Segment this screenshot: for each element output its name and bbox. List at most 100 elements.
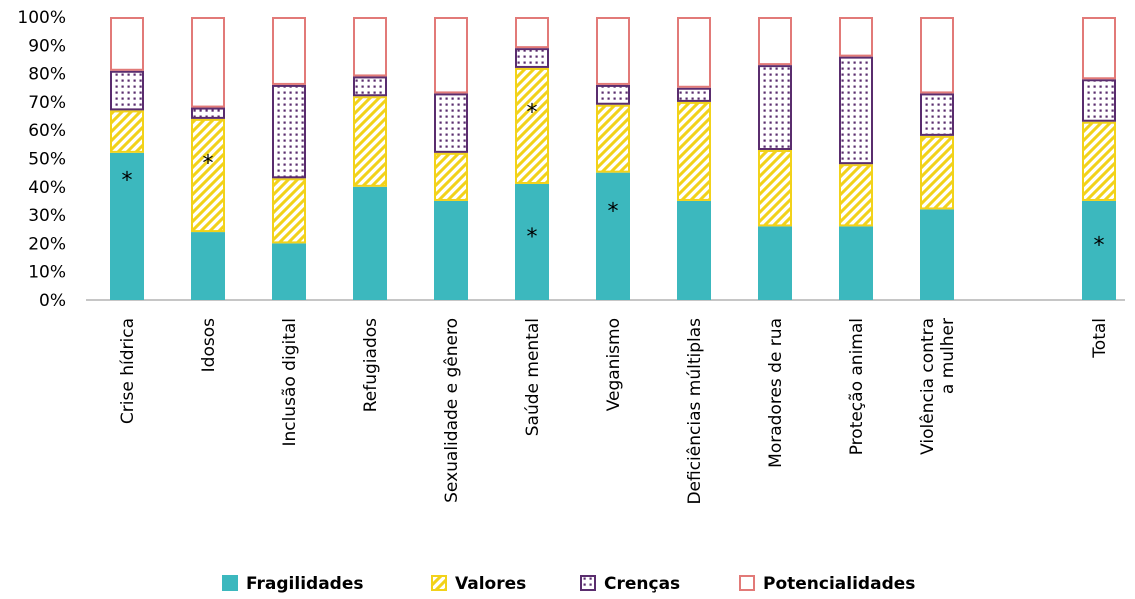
y-tick-label: 60%	[28, 121, 66, 141]
bar-segment-potencialidades	[434, 17, 468, 94]
y-axis: 0% 10% 20% 30% 40% 50% 60% 70% 80% 90% 100%	[17, 8, 1125, 311]
x-category-label: Veganismo	[604, 318, 624, 411]
bar-segment-crenas	[353, 76, 387, 97]
bar-segment-valores	[920, 135, 954, 210]
legend-swatch-fragilidades	[222, 575, 238, 591]
y-tick-label: 0%	[39, 291, 66, 311]
x-category-label: Idosos	[199, 318, 219, 372]
bar-segment-valores	[515, 67, 549, 184]
bar-stack	[272, 17, 306, 300]
bar-segment-crenas	[920, 93, 954, 136]
y-tick-label: 80%	[28, 65, 66, 85]
bar-stack	[839, 17, 873, 300]
bar-segment-crenas	[434, 93, 468, 153]
bar-segment-fragilidades	[758, 226, 792, 300]
bar-stack	[434, 17, 468, 300]
bar-segment-potencialidades	[1082, 17, 1116, 80]
y-tick-label: 40%	[28, 178, 66, 198]
bar-segment-potencialidades	[272, 17, 306, 85]
x-axis-labels: Crise hídrica Idosos Inclusão digital Refug…	[118, 318, 1110, 505]
x-category-label: Inclusão digital	[280, 318, 300, 447]
bar-segment-potencialidades	[353, 17, 387, 77]
bar-segment-fragilidades	[272, 243, 306, 300]
legend-label: Potencialidades	[763, 574, 915, 594]
bar-segment-valores	[434, 152, 468, 201]
bar-segment-fragilidades	[110, 152, 144, 300]
bar-segment-valores	[353, 96, 387, 187]
x-category-label: Saúde mental	[523, 318, 543, 436]
bar-segment-valores	[272, 178, 306, 244]
y-tick-label: 50%	[28, 150, 66, 170]
bar-segment-fragilidades	[596, 172, 630, 300]
bar-segment-potencialidades	[515, 17, 549, 49]
bar-segment-crenas	[515, 48, 549, 68]
bar-segment-fragilidades	[920, 209, 954, 300]
bar-segment-valores	[110, 110, 144, 153]
significance-marker: *	[203, 152, 214, 177]
y-tick-label: 90%	[28, 36, 66, 56]
bar-segment-fragilidades	[353, 186, 387, 300]
bar-segment-potencialidades	[677, 17, 711, 88]
bar-stack	[758, 17, 792, 300]
bar-segment-valores	[1082, 121, 1116, 201]
bar-segment-crenas	[677, 87, 711, 102]
y-tick-label: 70%	[28, 93, 66, 113]
significance-marker: *	[1094, 234, 1105, 259]
bar-segment-valores	[758, 150, 792, 227]
bar-segment-valores	[839, 164, 873, 227]
bar-segment-fragilidades	[191, 232, 225, 300]
y-tick-label: 30%	[28, 206, 66, 226]
x-category-label: Violência contra	[918, 318, 938, 455]
x-category-label: Refugiados	[361, 318, 381, 412]
legend-label: Fragilidades	[246, 574, 364, 594]
x-category-label: Proteção animal	[847, 318, 867, 455]
bar-stack	[1082, 17, 1116, 300]
bar-stack	[110, 17, 144, 300]
y-tick-label: 10%	[28, 263, 66, 283]
y-tick-label: 20%	[28, 234, 66, 254]
annotations: * * * * * *	[122, 101, 1105, 259]
bar-segment-valores	[677, 101, 711, 201]
bar-stack	[515, 17, 549, 300]
bar-segment-potencialidades	[596, 17, 630, 85]
significance-marker: *	[527, 101, 538, 126]
bar-segment-crenas	[110, 70, 144, 111]
significance-marker: *	[122, 168, 133, 193]
bar-segment-fragilidades	[515, 183, 549, 300]
bar-segment-potencialidades	[839, 17, 873, 57]
bar-segment-crenas	[839, 56, 873, 165]
legend-swatch-potencialidades	[739, 575, 755, 591]
bar-segment-potencialidades	[191, 17, 225, 108]
bar-stack	[677, 17, 711, 300]
x-category-label: Crise hídrica	[118, 318, 138, 424]
significance-marker: *	[527, 225, 538, 250]
bar-stack	[353, 17, 387, 300]
bar-segment-potencialidades	[110, 17, 144, 71]
bar-segment-potencialidades	[920, 17, 954, 94]
legend-label: Valores	[455, 574, 526, 594]
legend: Fragilidades Valores Crenças Potencialidade…	[222, 574, 915, 594]
bar-segment-crenas	[758, 65, 792, 151]
x-category-label: a mulher	[938, 318, 958, 394]
bar-stack	[596, 17, 630, 300]
bar-stack	[191, 17, 225, 300]
bar-segment-crenas	[191, 107, 225, 119]
legend-label: Crenças	[604, 574, 680, 594]
x-category-label: Moradores de rua	[766, 318, 786, 468]
x-category-label: Total	[1090, 318, 1110, 359]
bar-segment-fragilidades	[677, 200, 711, 300]
significance-marker: *	[608, 200, 619, 225]
bar-segment-fragilidades	[839, 226, 873, 300]
bar-segment-fragilidades	[1082, 200, 1116, 300]
bar-segment-crenas	[272, 84, 306, 179]
bar-segment-potencialidades	[758, 17, 792, 66]
bar-segment-fragilidades	[434, 200, 468, 300]
bars	[110, 17, 1116, 300]
bar-segment-valores	[191, 118, 225, 233]
bar-segment-crenas	[1082, 79, 1116, 122]
x-category-label: Deficiências múltiplas	[685, 318, 705, 505]
legend-swatch-crenas	[580, 575, 596, 591]
legend-swatch-valores	[431, 575, 447, 591]
y-tick-label: 100%	[17, 8, 66, 28]
